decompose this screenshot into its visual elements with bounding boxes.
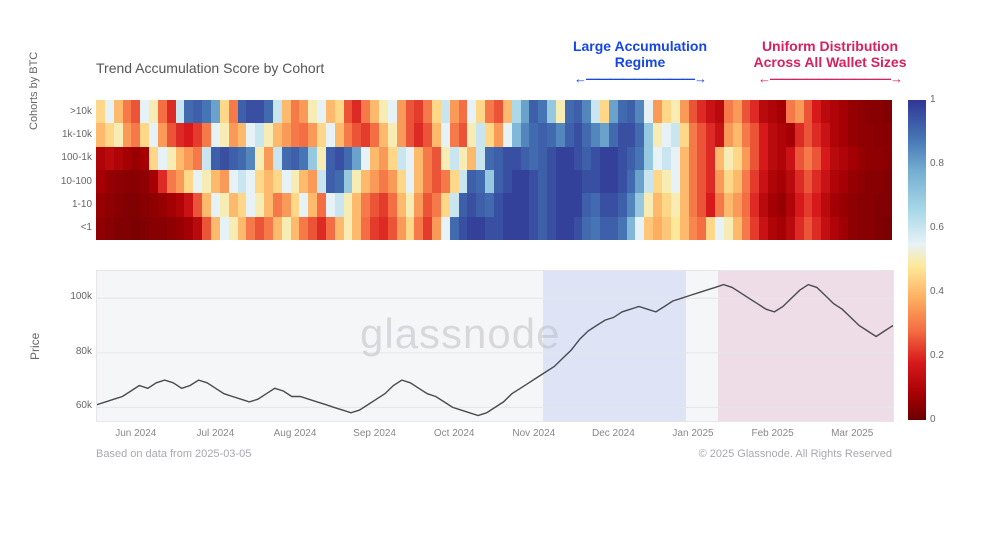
heatmap-ytick: 1k-10k	[60, 129, 92, 140]
price-ytick: 80k	[64, 346, 92, 357]
colorbar-tick: 0.6	[930, 222, 944, 233]
heatmap	[96, 100, 892, 240]
x-tick: Jul 2024	[196, 428, 234, 439]
x-tick: Mar 2025	[831, 428, 873, 439]
double-arrow-icon: ←—————————→	[550, 72, 730, 87]
heatmap-ytick: 1-10	[60, 199, 92, 210]
x-tick: Sep 2024	[353, 428, 396, 439]
x-tick: Oct 2024	[434, 428, 475, 439]
annotation-line: Across All Wallet Sizes	[730, 54, 930, 70]
colorbar-tick: 0.4	[930, 286, 944, 297]
annotation-line: Large Accumulation	[550, 38, 730, 54]
x-tick: Jun 2024	[115, 428, 156, 439]
x-tick: Jan 2025	[672, 428, 713, 439]
annotation-line: Regime	[550, 54, 730, 70]
x-tick: Feb 2025	[751, 428, 793, 439]
colorbar-tick: 1	[930, 94, 936, 105]
colorbar	[908, 100, 926, 420]
colorbar-tick: 0	[930, 414, 936, 425]
heatmap-ytick: 10-100	[60, 176, 92, 187]
x-tick: Aug 2024	[274, 428, 317, 439]
footer-data-date: Based on data from 2025-03-05	[96, 448, 251, 460]
price-y-label: Price	[28, 333, 42, 360]
watermark: glassnode	[360, 310, 560, 358]
footer-copyright: © 2025 Glassnode. All Rights Reserved	[699, 448, 892, 460]
annotation-uniform-distribution: Uniform Distribution Across All Wallet S…	[730, 38, 930, 87]
colorbar-tick: 0.8	[930, 158, 944, 169]
heatmap-y-label: Cohorts by BTC	[28, 52, 40, 130]
price-ytick: 100k	[64, 291, 92, 302]
heatmap-ytick: <1	[60, 222, 92, 233]
chart-title: Trend Accumulation Score by Cohort	[96, 60, 324, 76]
double-arrow-icon: ←——————————→	[730, 72, 930, 87]
x-tick: Dec 2024	[592, 428, 635, 439]
price-ytick: 60k	[64, 400, 92, 411]
x-tick: Nov 2024	[512, 428, 555, 439]
annotation-large-accumulation: Large Accumulation Regime ←—————————→	[550, 38, 730, 87]
heatmap-ytick: 100-1k	[60, 152, 92, 163]
colorbar-tick: 0.2	[930, 350, 944, 361]
annotation-line: Uniform Distribution	[730, 38, 930, 54]
heatmap-ytick: >10k	[60, 106, 92, 117]
